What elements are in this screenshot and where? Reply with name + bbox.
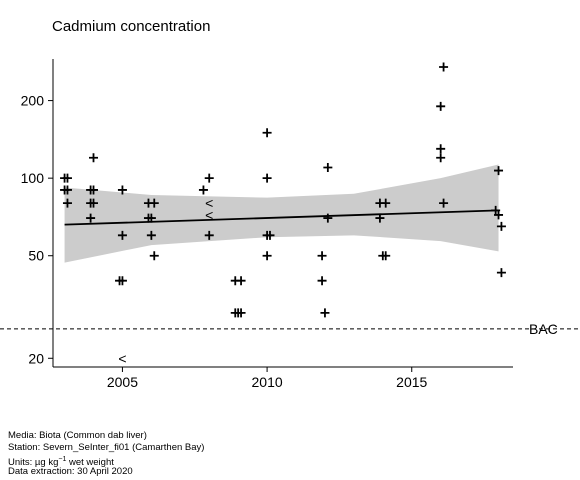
x-tick-label: 2010 <box>252 374 283 390</box>
data-point <box>149 198 159 208</box>
data-point <box>117 185 127 195</box>
y-tick-label: 50 <box>28 248 44 264</box>
data-point <box>320 308 330 318</box>
data-point <box>117 230 127 240</box>
data-point <box>265 230 275 240</box>
data-point <box>236 276 246 286</box>
trend-line-layer <box>64 209 499 226</box>
data-point <box>62 185 72 195</box>
footer-extraction: Data extraction: 30 April 2020 <box>8 466 133 477</box>
data-point <box>496 268 506 278</box>
data-point <box>62 198 72 208</box>
data-point <box>262 128 272 138</box>
data-points-layer: <<< <box>60 62 506 366</box>
data-point <box>149 251 159 261</box>
data-point <box>262 173 272 183</box>
data-point <box>439 62 449 72</box>
y-tick-label: 200 <box>21 93 45 109</box>
reference-line-layer: BAC <box>0 321 580 337</box>
footer-units-prefix: Units: µg kg <box>8 457 59 469</box>
bac-label: BAC <box>529 321 558 337</box>
footer-units-suffix: wet weight <box>66 457 114 469</box>
data-point <box>146 213 156 223</box>
data-point <box>381 198 391 208</box>
footer-units-exponent: −1 <box>58 456 67 463</box>
data-point <box>317 251 327 261</box>
data-point <box>491 205 501 215</box>
data-point <box>89 198 99 208</box>
less-than-point: < <box>118 350 126 366</box>
y-tick-label: 20 <box>28 350 44 366</box>
data-point <box>323 213 333 223</box>
chart-title: Cadmium concentration <box>52 18 211 35</box>
data-point <box>436 153 446 163</box>
data-point <box>381 251 391 261</box>
data-point <box>89 153 99 163</box>
x-tick-label: 2015 <box>396 374 427 390</box>
data-point <box>62 173 72 183</box>
data-point <box>494 210 504 220</box>
data-point <box>494 166 504 176</box>
data-point <box>496 221 506 231</box>
x-tick-label: 2005 <box>107 374 138 390</box>
data-point <box>89 185 99 195</box>
less-than-point: < <box>205 207 213 223</box>
footer-units: Units: µg kg−1 wet weight <box>8 454 114 469</box>
footer-media: Media: Biota (Common dab liver) <box>8 430 147 441</box>
axes-layer: 20 50 100 200 2005 2010 2015 <box>21 59 513 390</box>
less-than-point: < <box>205 195 213 211</box>
data-point <box>117 276 127 286</box>
footer-station: Station: Severn_SeInter_fi01 (Camarthen … <box>8 442 205 453</box>
confidence-band-layer <box>64 164 499 263</box>
data-point <box>317 276 327 286</box>
data-point <box>198 185 208 195</box>
data-point <box>146 230 156 240</box>
data-point <box>436 101 446 111</box>
data-point <box>204 230 214 240</box>
data-point <box>375 213 385 223</box>
data-point <box>204 173 214 183</box>
data-point <box>86 213 96 223</box>
data-point <box>439 198 449 208</box>
data-point <box>262 251 272 261</box>
data-point <box>436 144 446 154</box>
y-tick-label: 100 <box>21 170 45 186</box>
confidence-band <box>64 164 499 263</box>
data-point <box>236 308 246 318</box>
trend-line <box>64 209 499 226</box>
data-point <box>323 162 333 172</box>
